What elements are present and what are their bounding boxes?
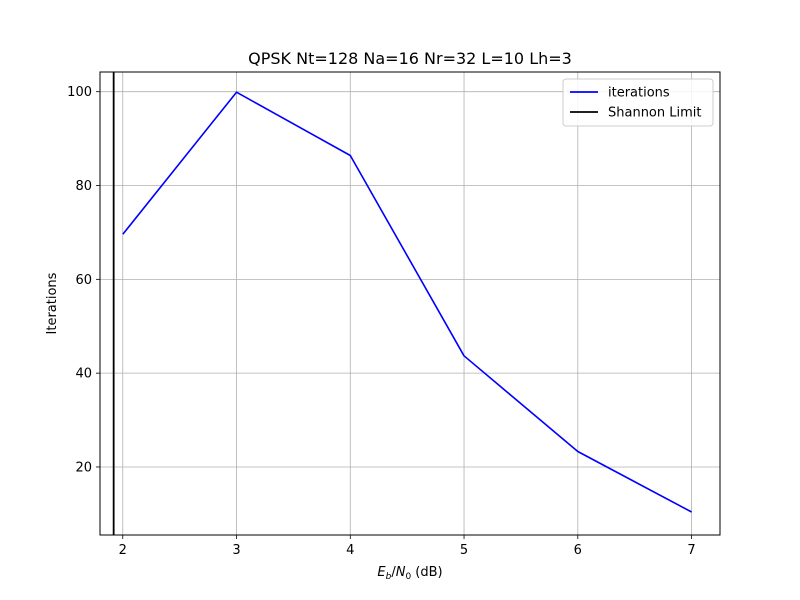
series-line-iterations [122,91,692,513]
y-tick-label: 40 [75,367,92,382]
x-tick-label: 4 [346,543,354,558]
y-tick-label: 100 [67,85,92,100]
x-axis-label: Eb/N0 (dB) [377,565,442,582]
plot-area [112,72,692,535]
x-tick-label: 5 [460,543,468,558]
y-tick-label: 60 [75,273,92,288]
x-tick-label: 2 [119,543,127,558]
axes-frame [99,71,721,536]
legend-label: iterations [608,86,670,101]
y-tick-label: 20 [75,460,92,475]
ticks: 2 3 4 5 6 7 20 40 60 80 100 [67,85,696,558]
legend: iterations Shannon Limit [562,78,714,127]
x-tick-label: 3 [232,543,240,558]
legend-label: Shannon Limit [608,106,702,121]
chart-title: QPSK Nt=128 Na=16 Nr=32 L=10 Lh=3 [248,49,572,68]
legend-box [562,78,714,127]
y-axis-label: Iterations [45,272,60,334]
x-tick-label: 6 [574,543,582,558]
y-tick-label: 80 [75,179,92,194]
x-tick-label: 7 [687,543,695,558]
